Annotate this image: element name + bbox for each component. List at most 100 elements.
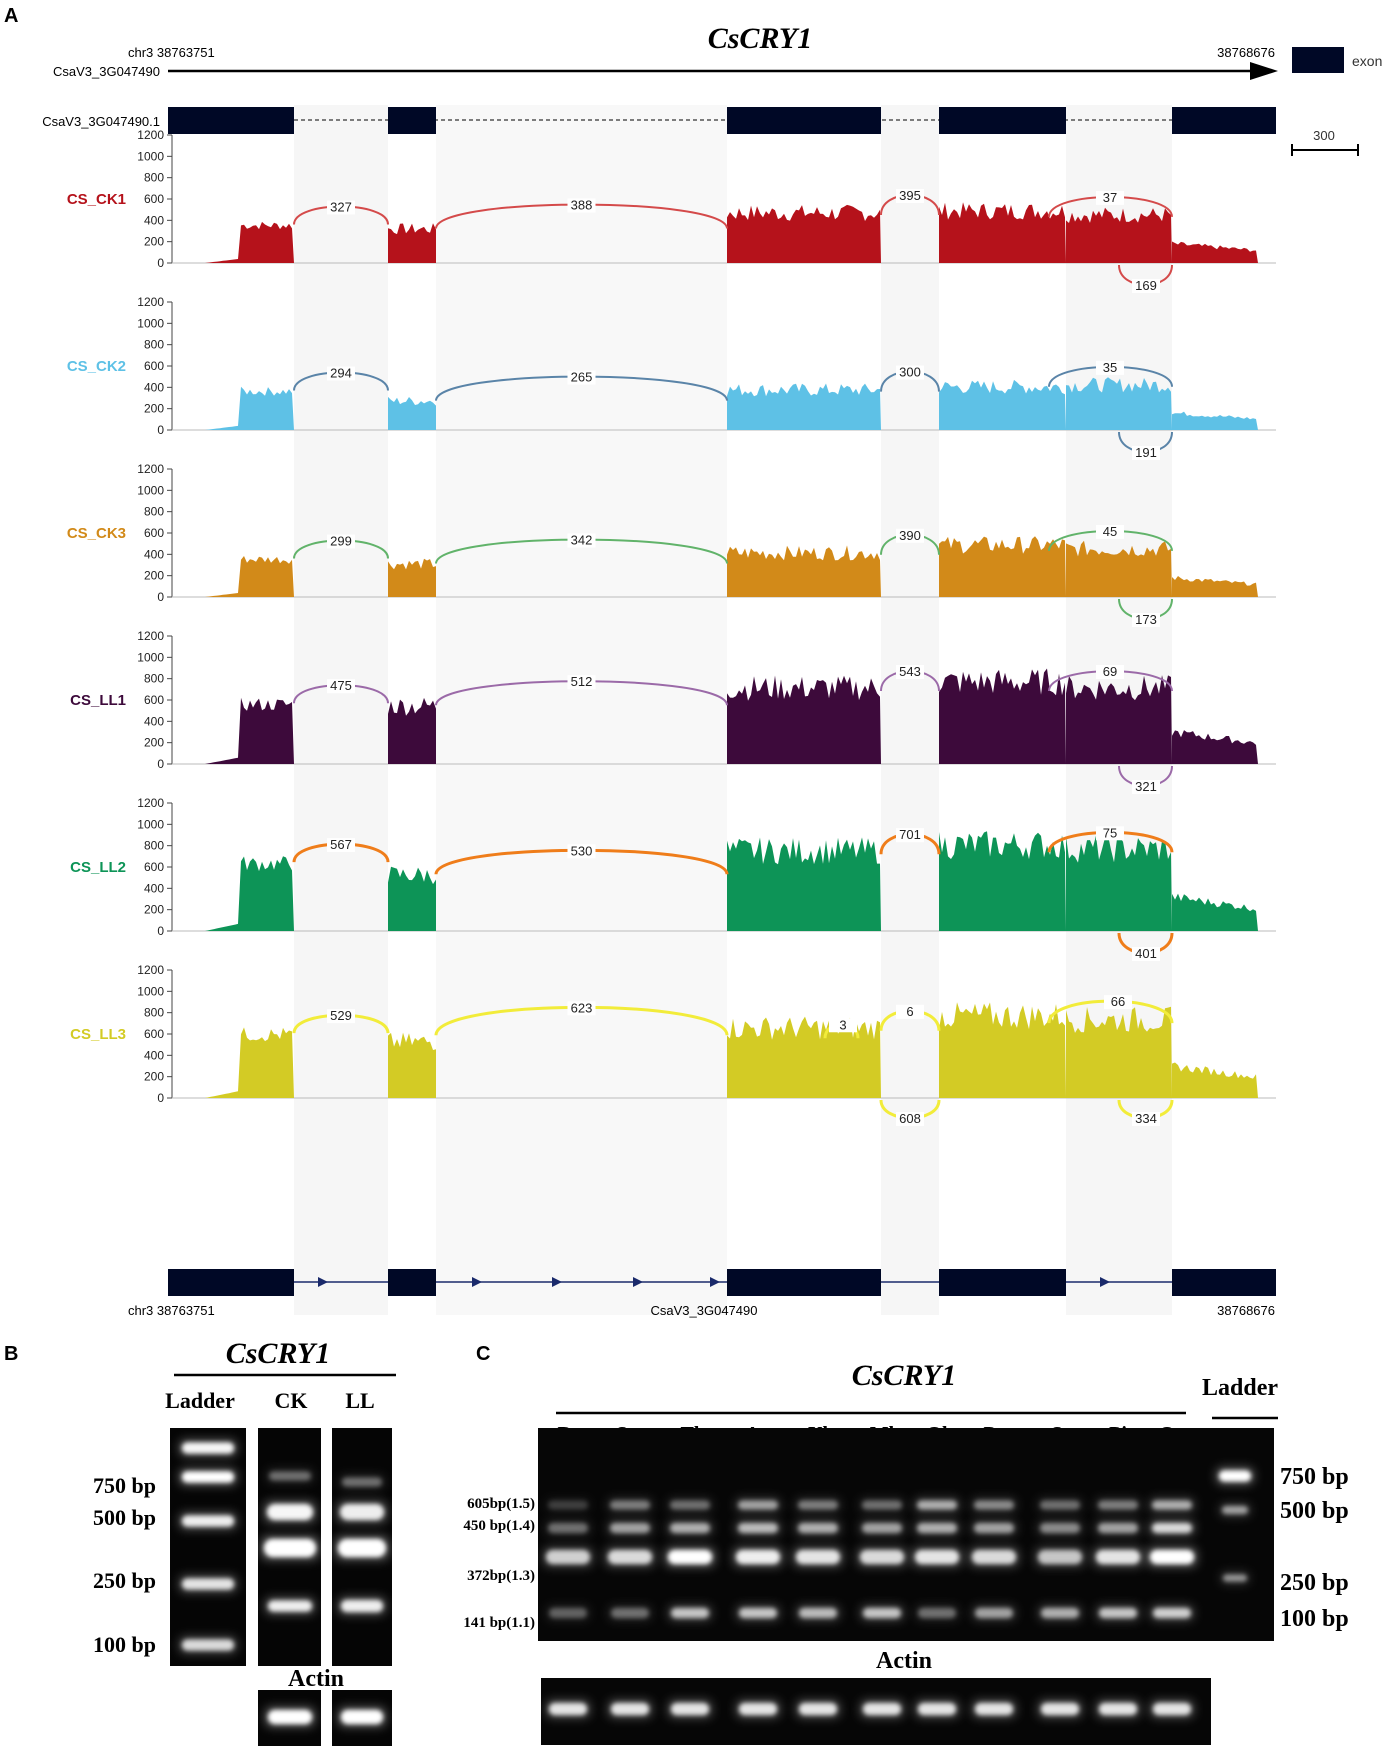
chrom-end-label: 38768676 [1217, 45, 1275, 60]
band-605 [971, 1497, 1017, 1513]
junction-label: 530 [571, 843, 593, 858]
chrom-start-label: chr3 38763751 [128, 45, 215, 60]
band-141 [860, 1605, 904, 1621]
y-tick-label: 1200 [137, 796, 164, 810]
band-450 [667, 1520, 713, 1536]
panel-b-actin-bands [265, 1707, 386, 1727]
junction-label: 6 [906, 1004, 913, 1019]
junction-label: 701 [899, 827, 921, 842]
ck-band-lower [265, 1597, 315, 1615]
gene-title: CsCRY1 [708, 22, 813, 55]
coverage-exon-3 [727, 837, 881, 931]
exon-1 [168, 107, 294, 134]
ladder-band [179, 1636, 237, 1654]
actin-band [736, 1700, 780, 1718]
y-tick-label: 200 [144, 402, 164, 416]
sample-label: CS_CK3 [67, 525, 126, 542]
panel-c-ladder-100: 100 bp [1280, 1606, 1349, 1632]
band-372 [857, 1547, 907, 1567]
sample-label: CS_CK2 [67, 358, 126, 375]
panel-b-lane-ck: CK [275, 1388, 308, 1413]
intron-shading [294, 105, 1172, 1315]
junction-label: 327 [330, 199, 352, 214]
junction-label-bg [896, 1112, 924, 1126]
band-605 [735, 1497, 781, 1513]
coverage-exon-1 [205, 221, 294, 263]
junction-label: 37 [1103, 190, 1117, 205]
y-tick-label: 600 [144, 860, 164, 874]
coverage-exon-1 [205, 856, 294, 931]
junction-label: 342 [571, 533, 593, 548]
panel-a-label: A [4, 5, 18, 27]
junction-label: 543 [899, 664, 921, 679]
panel-c-actin-label: Actin [876, 1648, 932, 1674]
track-cs-ll1: 0 200 400 600 800 1000 1200 CS_LL1 475 512 543 69 32… [70, 629, 1276, 794]
band-372 [1147, 1547, 1197, 1567]
track-cs-ll3: 0 200 400 600 800 1000 1200 CS_LL3 529 623 3 6 608 66… [70, 963, 1276, 1126]
band-372 [543, 1547, 593, 1567]
panel-c-ladder-750: 750 bp [1280, 1464, 1349, 1490]
junction-label-bg [1096, 665, 1124, 680]
band-605 [1095, 1497, 1141, 1513]
ladder-band [179, 1439, 237, 1457]
coverage-exon-5 [1066, 835, 1172, 931]
actin-band-ck [265, 1707, 315, 1727]
junction-label: 623 [571, 1000, 593, 1015]
y-tick-label: 0 [157, 924, 164, 938]
junction-label: 475 [330, 678, 352, 693]
coverage-exon-6 [1172, 1062, 1258, 1098]
y-tick-label: 200 [144, 1070, 164, 1084]
actin-band [915, 1700, 959, 1718]
band-450 [795, 1520, 841, 1536]
junction-label-bg [327, 1009, 355, 1024]
junction-label-bg [896, 365, 924, 380]
panel-b-lane-ladder: Ladder [165, 1388, 235, 1413]
junction-label: 45 [1103, 524, 1117, 539]
exon-2 [388, 107, 436, 134]
y-tick-label: 1200 [137, 128, 164, 142]
junction-label-bg [1132, 613, 1160, 627]
actin-band [860, 1700, 904, 1718]
track-cs-ck1: 0 200 400 600 800 1000 1200 CS_CK1 327 388 395 37 16… [67, 128, 1276, 293]
gene-id-label: CsaV3_3G047490 [53, 64, 160, 79]
y-tick-label: 1200 [137, 963, 164, 977]
band-372 [912, 1547, 962, 1567]
coverage-exon-5 [1066, 377, 1172, 430]
junction-label: 512 [571, 674, 593, 689]
band-450 [545, 1520, 591, 1536]
band-141 [736, 1605, 780, 1621]
junction-label-bg [896, 189, 924, 203]
junction-label-bg [896, 1004, 924, 1019]
junction-label: 66 [1111, 994, 1125, 1009]
y-tick-label: 1000 [137, 149, 164, 163]
band-605 [1037, 1497, 1083, 1513]
actin-band [668, 1700, 712, 1718]
coverage-exon-4 [939, 668, 1066, 764]
bottom-gene-label: CsaV3_3G047490 [651, 1303, 758, 1318]
band-372 [1035, 1547, 1085, 1567]
band-141 [1150, 1605, 1194, 1621]
band-372 [793, 1547, 843, 1567]
actin-band [608, 1700, 652, 1718]
exon-legend-label: exon [1352, 53, 1382, 69]
band-141 [608, 1605, 652, 1621]
junction-label-bg [327, 534, 355, 549]
y-tick-label: 0 [157, 590, 164, 604]
y-tick-label: 600 [144, 192, 164, 206]
actin-band [1038, 1700, 1082, 1718]
ll-band-lower [338, 1597, 386, 1615]
y-tick-label: 1200 [137, 295, 164, 309]
y-tick-label: 400 [144, 380, 164, 394]
panel-b-title: CsCRY1 [226, 1337, 331, 1370]
junction-label: 334 [1135, 1111, 1157, 1126]
junction-label: 35 [1103, 360, 1117, 375]
junction-label-bg [567, 675, 596, 690]
junction-label: 75 [1103, 825, 1117, 840]
band-141 [546, 1605, 590, 1621]
ladder-band [179, 1468, 237, 1486]
y-tick-label: 600 [144, 526, 164, 540]
junction-label: 529 [330, 1008, 352, 1023]
junction-label-bg [327, 838, 355, 853]
junction-label-bg [896, 828, 924, 843]
